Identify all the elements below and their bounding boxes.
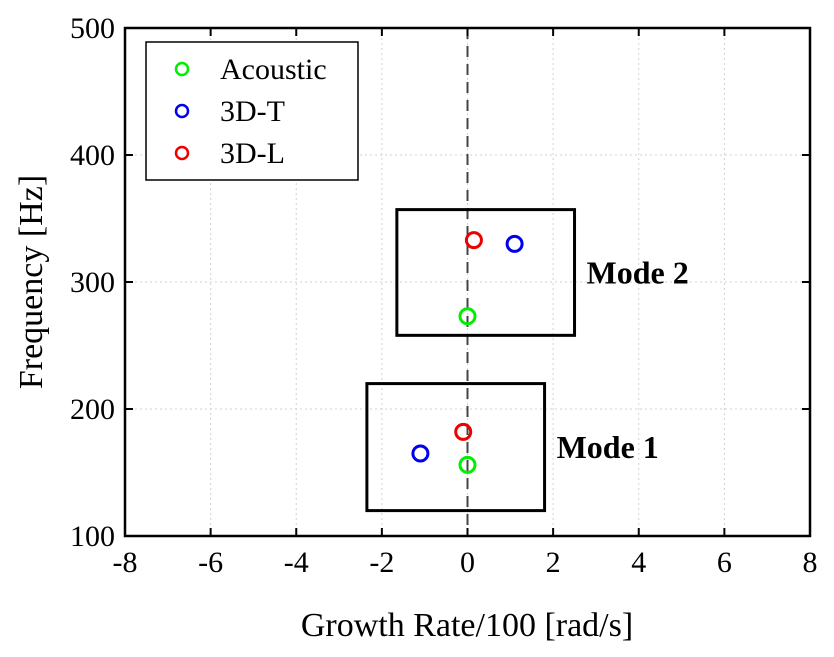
data-point xyxy=(458,455,477,474)
legend-marker xyxy=(174,61,190,77)
y-axis-label: Frequency [Hz] xyxy=(13,175,50,389)
data-point xyxy=(458,307,477,326)
legend-box xyxy=(145,41,359,181)
x-tick-label: 8 xyxy=(803,546,818,579)
x-tick-label: -2 xyxy=(369,546,394,579)
data-point xyxy=(464,231,483,250)
data-points xyxy=(411,231,524,474)
data-point xyxy=(454,422,473,441)
mode-box xyxy=(395,208,577,337)
legend-label: Acoustic xyxy=(220,53,327,86)
legend-label: 3D-L xyxy=(220,137,285,170)
legend-label: 3D-T xyxy=(220,95,285,128)
x-tick-label: 4 xyxy=(631,546,646,579)
data-point xyxy=(505,234,524,253)
mode-label: Mode 2 xyxy=(587,254,689,290)
x-tick-label: 0 xyxy=(460,546,475,579)
y-tick-label: 100 xyxy=(70,520,115,553)
x-tick-label: -8 xyxy=(113,546,138,579)
y-tick-label: 400 xyxy=(70,139,115,172)
data-point xyxy=(411,444,430,463)
x-axis-label: Growth Rate/100 [rad/s] xyxy=(301,607,633,644)
legend-marker xyxy=(174,145,190,161)
y-tick-label: 500 xyxy=(70,12,115,45)
mode-annotations: Mode 1 Mode 2 xyxy=(365,208,689,513)
x-tick-label: -6 xyxy=(198,546,223,579)
x-tick-label: -4 xyxy=(284,546,309,579)
y-tick-label: 300 xyxy=(70,266,115,299)
legend: Acoustic 3D-T 3D-L xyxy=(145,41,359,181)
mode-box xyxy=(365,382,547,513)
axis-ticks: -8 -6 -4 -2 0 2 4 6 8 100 200 300 400 500 xyxy=(70,12,818,579)
x-tick-label: 2 xyxy=(546,546,561,579)
y-tick-label: 200 xyxy=(70,393,115,426)
grid-lines xyxy=(125,28,810,536)
legend-marker xyxy=(174,103,190,119)
mode-label: Mode 1 xyxy=(557,429,659,465)
x-tick-label: 6 xyxy=(717,546,732,579)
